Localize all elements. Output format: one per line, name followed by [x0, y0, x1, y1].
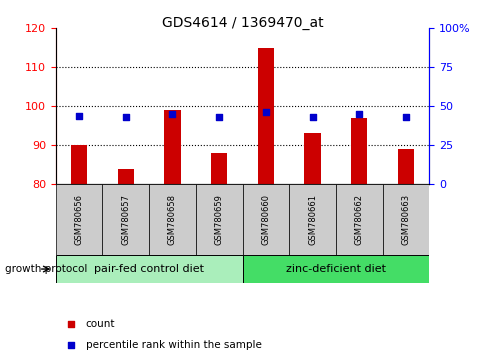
Bar	[56, 184, 102, 255]
Point	[168, 111, 176, 117]
Text: GSM780657: GSM780657	[121, 194, 130, 245]
Bar	[164, 110, 180, 184]
Point	[401, 114, 409, 120]
Bar	[102, 184, 149, 255]
Bar	[335, 184, 382, 255]
Text: GSM780661: GSM780661	[307, 194, 317, 245]
Bar	[397, 149, 413, 184]
Point	[308, 114, 316, 120]
Text: GSM780662: GSM780662	[354, 194, 363, 245]
Text: GSM780658: GSM780658	[167, 194, 177, 245]
Text: GSM780659: GSM780659	[214, 194, 223, 245]
Point	[215, 114, 223, 120]
Bar	[118, 169, 134, 184]
Bar	[304, 133, 320, 184]
Point	[261, 110, 269, 115]
Point	[121, 114, 129, 120]
Bar	[56, 255, 242, 283]
Text: percentile rank within the sample: percentile rank within the sample	[86, 340, 261, 350]
Text: growth protocol: growth protocol	[5, 264, 87, 274]
Text: GDS4614 / 1369470_at: GDS4614 / 1369470_at	[161, 16, 323, 30]
Bar	[350, 118, 366, 184]
Point	[355, 111, 363, 117]
Bar	[211, 153, 227, 184]
Bar	[288, 184, 335, 255]
Bar	[196, 184, 242, 255]
Text: GSM780663: GSM780663	[401, 194, 409, 245]
Point	[75, 113, 83, 118]
Point	[67, 342, 75, 348]
Text: zinc-deficient diet: zinc-deficient diet	[285, 264, 385, 274]
Text: GSM780660: GSM780660	[261, 194, 270, 245]
Bar	[242, 255, 428, 283]
Bar	[242, 184, 288, 255]
Text: count: count	[86, 319, 115, 329]
Bar	[382, 184, 428, 255]
Text: pair-fed control diet: pair-fed control diet	[94, 264, 204, 274]
Bar	[71, 145, 87, 184]
Text: GSM780656: GSM780656	[75, 194, 83, 245]
Bar	[149, 184, 196, 255]
Bar	[257, 48, 273, 184]
Point	[67, 321, 75, 327]
